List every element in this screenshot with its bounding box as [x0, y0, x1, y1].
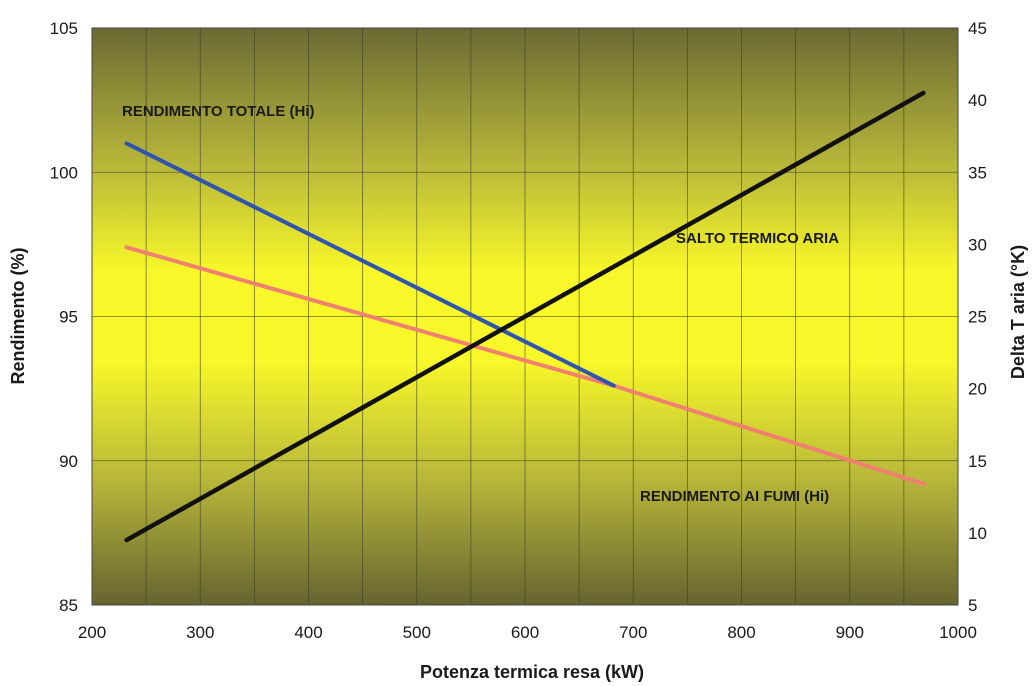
x-tick-label: 400	[294, 623, 322, 642]
y-left-tick-label: 100	[50, 163, 78, 182]
grid	[92, 28, 958, 605]
series-line-salto-termico-aria	[124, 90, 926, 543]
x-tick-label: 600	[511, 623, 539, 642]
x-tick-label: 700	[619, 623, 647, 642]
x-tick-label: 800	[727, 623, 755, 642]
y-right-tick-label: 30	[968, 235, 987, 254]
x-axis-title: Potenza termica resa (kW)	[420, 662, 644, 682]
annotations: RENDIMENTO TOTALE (Hi) SALTO TERMICO ARIA…	[122, 103, 839, 505]
series-layer	[124, 90, 926, 543]
y-right-tick-label: 5	[968, 596, 977, 615]
label-rendimento-ai-fumi: RENDIMENTO AI FUMI (Hi)	[640, 488, 829, 505]
label-salto-termico-aria: SALTO TERMICO ARIA	[676, 230, 839, 247]
y-right-tick-label: 25	[968, 308, 987, 327]
y-right-tick-label: 35	[968, 163, 987, 182]
series-line-rendimento-totale	[124, 141, 616, 388]
y-left-tick-label: 105	[50, 19, 78, 38]
x-tick-label: 1000	[939, 623, 977, 642]
y-axis-right-title: Delta T aria (°K)	[1008, 245, 1028, 379]
x-tick-label: 900	[836, 623, 864, 642]
y-left-tick-label: 90	[59, 452, 78, 471]
y-axis-left-title: Rendimento (%)	[8, 247, 28, 384]
y-right-tick-label: 10	[968, 524, 987, 543]
y-left-tick-label: 95	[59, 308, 78, 327]
label-rendimento-totale: RENDIMENTO TOTALE (Hi)	[122, 103, 315, 120]
x-tick-label: 200	[78, 623, 106, 642]
plot-frame	[91, 27, 959, 606]
y-left-tick-label: 85	[59, 596, 78, 615]
y-right-tick-label: 20	[968, 380, 987, 399]
tick-labels: 200 300 400 500 600 700 800 900 1000859095100105…	[50, 19, 987, 642]
y-right-tick-label: 40	[968, 91, 987, 110]
y-right-tick-label: 45	[968, 19, 987, 38]
x-tick-label: 300	[186, 623, 214, 642]
x-tick-label: 500	[403, 623, 431, 642]
y-right-tick-label: 15	[968, 452, 987, 471]
